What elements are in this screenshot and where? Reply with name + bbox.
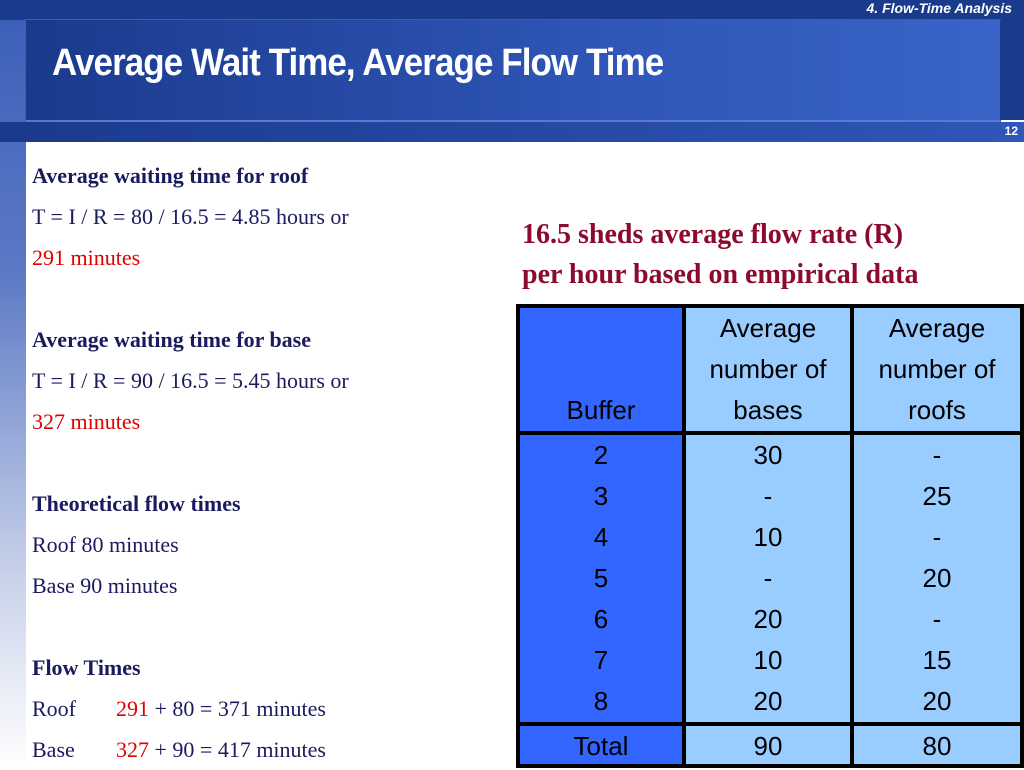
buffer-cell: 3 [593, 481, 609, 511]
roofs-cell: 15 [922, 645, 952, 675]
buffer-cell: 5 [593, 563, 609, 593]
roofs-cell: 20 [922, 563, 952, 593]
bases-cell: 30 [753, 440, 783, 470]
roof-wait-heading: Average waiting time for roof [32, 163, 309, 188]
base-wait-heading: Average waiting time for base [32, 327, 312, 352]
base-wait-formula: T = I / R = 90 / 16.5 = 5.45 hours or [32, 368, 349, 393]
bases-cell: 20 [753, 686, 783, 716]
total-label: Total [520, 726, 682, 764]
section-label: 4. Flow-Time Analysis [866, 0, 1013, 16]
base-wait-minutes: 327 minutes [32, 409, 141, 434]
slide-title: Average Wait Time, Average Flow Time [52, 42, 664, 84]
flow-base-line: Base 327 + 90 = 417 minutes [32, 729, 502, 770]
theoretical-heading: Theoretical flow times [32, 491, 241, 516]
bases-column: 30 - 10 - 20 10 20 [686, 435, 850, 722]
total-roofs: 80 [854, 726, 1020, 764]
flow-roof-label: Roof [32, 696, 76, 721]
header-roofs-line-1: Average [888, 313, 986, 343]
header-roofs: Average number of roofs [854, 308, 1020, 431]
bases-cell: 20 [753, 604, 783, 634]
flow-times-heading: Flow Times [32, 655, 141, 680]
top-strip [0, 0, 1024, 20]
header-right-edge [1000, 20, 1024, 120]
roofs-cell: - [932, 604, 942, 634]
bases-cell: 10 [753, 522, 783, 552]
buffer-cell: 7 [593, 645, 609, 675]
header-roofs-line-3: roofs [908, 395, 966, 425]
flow-rate-caption: 16.5 sheds average flow rate (R) per hou… [522, 215, 1022, 295]
spacer [32, 278, 502, 319]
caption-line-1: 16.5 sheds average flow rate (R) [522, 219, 904, 250]
buffer-cell: 6 [593, 604, 609, 634]
roofs-cell: 20 [922, 686, 952, 716]
left-gradient-band [0, 0, 26, 768]
left-text-column: Average waiting time for roof T = I / R … [32, 155, 502, 770]
spacer [32, 442, 502, 483]
header-bases-line-3: bases [733, 395, 803, 425]
theoretical-base: Base 90 minutes [32, 573, 178, 598]
bases-cell: 10 [753, 645, 783, 675]
header-bases-line-1: Average [719, 313, 817, 343]
header-buffer: Buffer [520, 308, 682, 431]
spacer [32, 606, 502, 647]
header-bases: Average number of bases [686, 308, 850, 431]
flow-base-label: Base [32, 737, 75, 762]
flow-roof-rest: + 80 = 371 minutes [149, 696, 326, 721]
header-buffer-text: Buffer [566, 395, 636, 425]
sub-strip [0, 122, 1024, 142]
flow-base-wait: 327 [116, 737, 149, 762]
flow-roof-wait: 291 [116, 696, 149, 721]
header-panel [26, 20, 1000, 122]
roofs-cell: - [932, 522, 942, 552]
header-roofs-line-2: number of [878, 354, 996, 384]
flow-base-rest: + 90 = 417 minutes [149, 737, 326, 762]
total-bases: 90 [686, 726, 850, 764]
buffer-table: Buffer Average number of bases Average n… [516, 304, 1024, 768]
roof-wait-minutes: 291 minutes [32, 245, 141, 270]
page-number: 12 [1004, 124, 1018, 138]
roofs-cell: 25 [922, 481, 952, 511]
buffer-column: 2 3 4 5 6 7 8 [520, 435, 682, 722]
theoretical-roof: Roof 80 minutes [32, 532, 179, 557]
roof-wait-formula: T = I / R = 80 / 16.5 = 4.85 hours or [32, 204, 349, 229]
buffer-cell: 8 [593, 686, 609, 716]
roofs-column: - 25 - 20 - 15 20 [854, 435, 1020, 722]
bases-cell: - [763, 481, 773, 511]
caption-line-2: per hour based on empirical data [522, 259, 919, 290]
bases-cell: - [763, 563, 773, 593]
buffer-cell: 2 [593, 440, 609, 470]
flow-roof-line: Roof 291 + 80 = 371 minutes [32, 688, 502, 729]
roofs-cell: - [932, 440, 942, 470]
buffer-cell: 4 [593, 522, 609, 552]
header-bases-line-2: number of [709, 354, 827, 384]
